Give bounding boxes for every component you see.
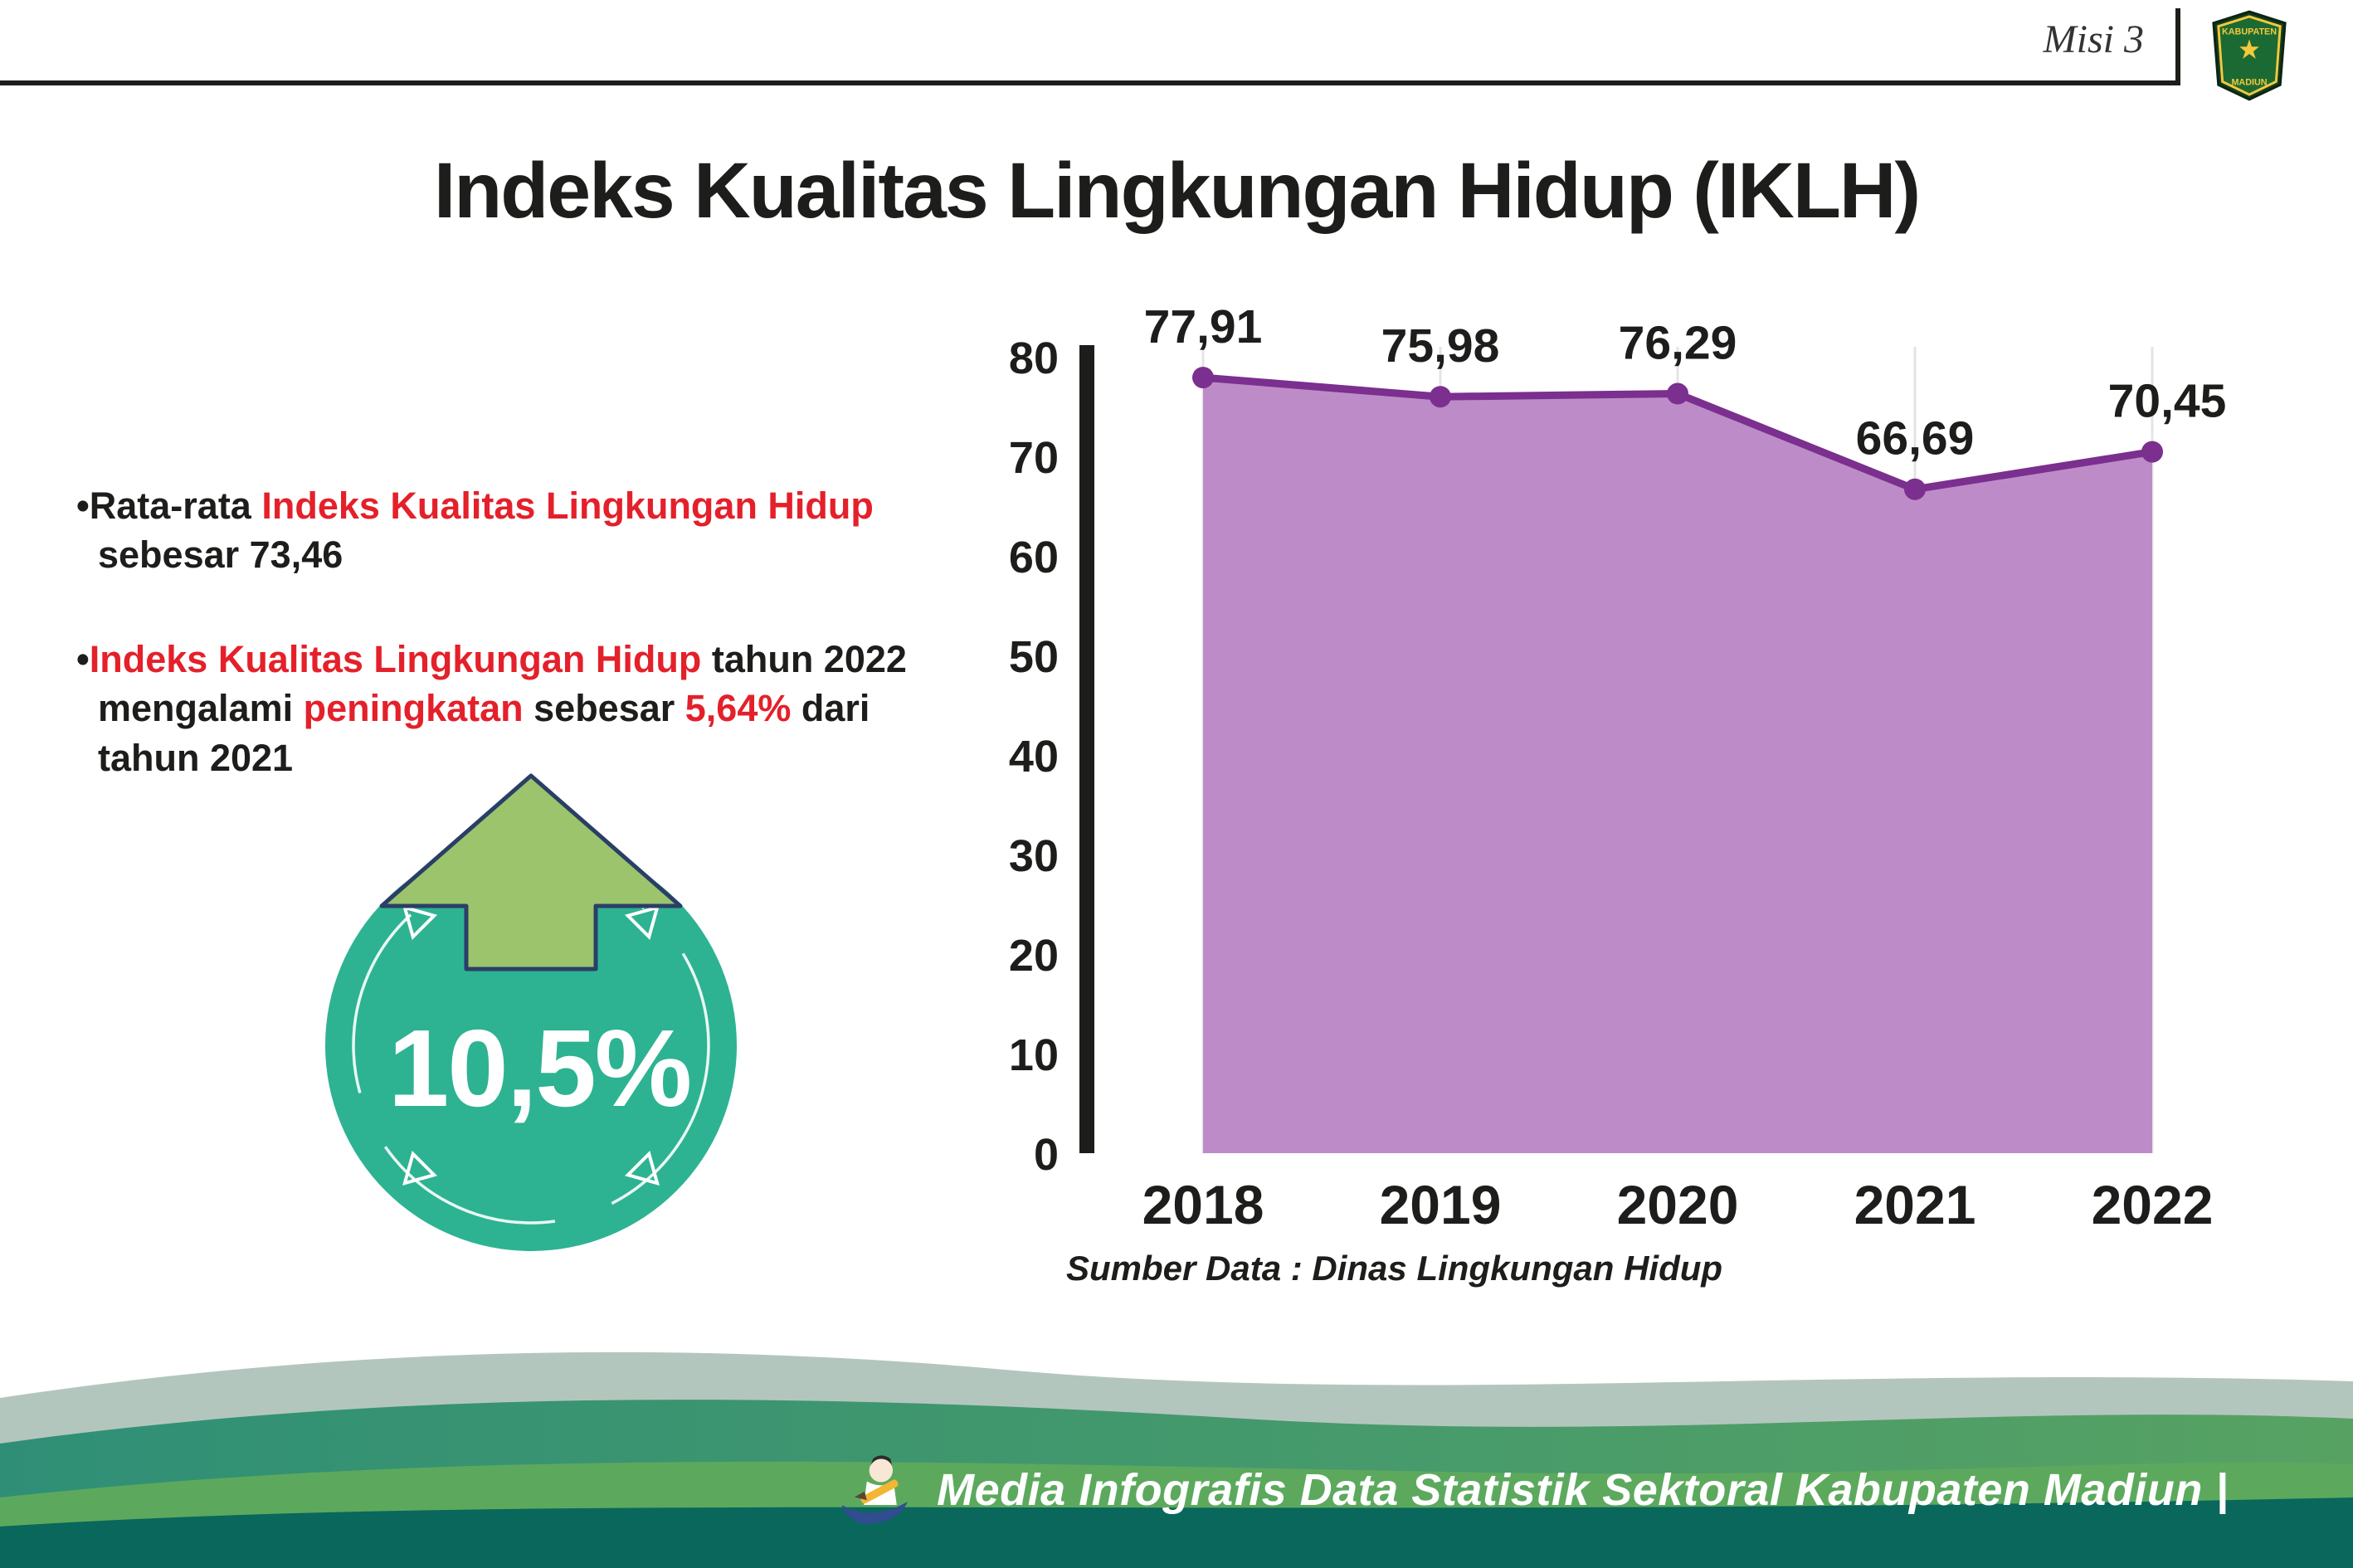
bullet2-text-3: dari tahun 2021 [98,687,870,779]
mascot-head [869,1458,894,1483]
data-point [1904,478,1926,500]
y-tick-label: 0 [1034,1130,1059,1180]
bullet2-text-2: sebesar [523,687,685,730]
badge-triangle-ne [624,904,660,941]
bullet2-highlight-3: 5,64% [684,687,792,730]
y-tick-label: 20 [1009,931,1059,981]
x-tick-label: 2022 [2092,1174,2214,1235]
y-tick-label: 60 [1009,533,1059,582]
y-tick-label: 70 [1009,433,1059,483]
x-tick-label: 2018 [1142,1174,1264,1235]
mascot-hair [870,1455,893,1468]
footer-wave-decoration [0,1351,2353,1568]
up-arrow-icon [379,773,683,971]
bullet-increase-2022: •Indeks Kualitas Lingkungan Hidup tahun … [76,635,981,782]
page-title: Indeks Kualitas Lingkungan Hidup (IKLH) [433,146,1921,235]
header-rule [0,80,2177,85]
crest-text-top: KABUPATEN [2222,27,2277,37]
iklh-area-chart: 0 10 20 30 40 50 60 70 80 2018 2019 2020 2021 2022 77,… [979,274,2307,1244]
y-axis [1079,345,1094,1153]
crest-star-icon [2239,39,2259,59]
mascot-pencil-tip [854,1491,867,1501]
x-tick-label: 2019 [1380,1174,1502,1235]
point-value-label: 70,45 [2108,375,2227,428]
y-tick-label: 30 [1009,831,1059,881]
data-point [2141,441,2163,463]
badge-circle [325,840,737,1251]
bullet1-highlight: Indeks Kualitas Lingkungan Hidup [261,485,874,527]
bullet-dot: • [76,637,90,680]
mascot-swoosh [841,1502,909,1524]
increase-badge-graphic [325,773,737,1251]
area-fill [1203,377,2152,1153]
bullet2-highlight-1: Indeks Kualitas Lingkungan Hidup [89,637,702,680]
logo-frame-line [2175,8,2180,85]
increase-badge: 10,5% [290,763,788,1273]
wave-dark [0,1497,2353,1568]
bullet1-tail: sebesar 73,46 [98,533,343,577]
misi-label: Misi 3 [2043,17,2144,61]
kabupaten-madiun-logo: KABUPATEN MADIUN [2212,10,2287,101]
data-point [1430,386,1451,408]
point-value-label: 66,69 [1856,412,1975,465]
crest-inner-shield [2217,15,2282,96]
y-tick-label: 50 [1009,632,1059,682]
mascot-pencil [860,1479,899,1504]
crest-text-bottom: MADIUN [2231,77,2267,87]
key-points: •Rata-rata Indeks Kualitas Lingkungan Hi… [76,481,981,837]
footer-credit-text: Media Infografis Data Statistik Sektoral… [937,1465,2229,1515]
y-tick-label: 10 [1009,1030,1059,1080]
badge-triangle-sw [402,1150,438,1186]
point-value-label: 77,91 [1144,300,1263,353]
bullet2-text-1: tahun 2022 mengalami [98,637,907,730]
badge-triangle-nw [402,904,438,941]
footer-credit-bar: Media Infografis Data Statistik Sektoral… [835,1447,2229,1533]
x-tick-label: 2021 [1854,1174,1976,1235]
bullet-average-iklh: •Rata-rata Indeks Kualitas Lingkungan Hi… [76,481,981,580]
data-point [1192,367,1214,389]
mascot-icon [841,1455,909,1524]
data-source-note: Sumber Data : Dinas Lingkungan Hidup [1066,1249,1723,1288]
point-value-label: 76,29 [1619,317,1737,370]
y-tick-label: 80 [1009,334,1059,383]
increase-percentage: 10,5% [387,1007,692,1129]
y-tick-label: 40 [1009,732,1059,782]
x-tick-label: 2020 [1617,1174,1739,1235]
bullet2-highlight-2: peningkatan [303,687,524,730]
bullet-dot: • [76,485,90,527]
point-value-label: 75,98 [1381,319,1500,373]
bullet1-text: Rata-rata [89,485,262,527]
area-chart-canvas: 0 10 20 30 40 50 60 70 80 2018 2019 2020 2021 2022 77,… [1009,300,2227,1235]
badge-triangle-se [624,1150,660,1186]
data-point [1667,382,1688,405]
